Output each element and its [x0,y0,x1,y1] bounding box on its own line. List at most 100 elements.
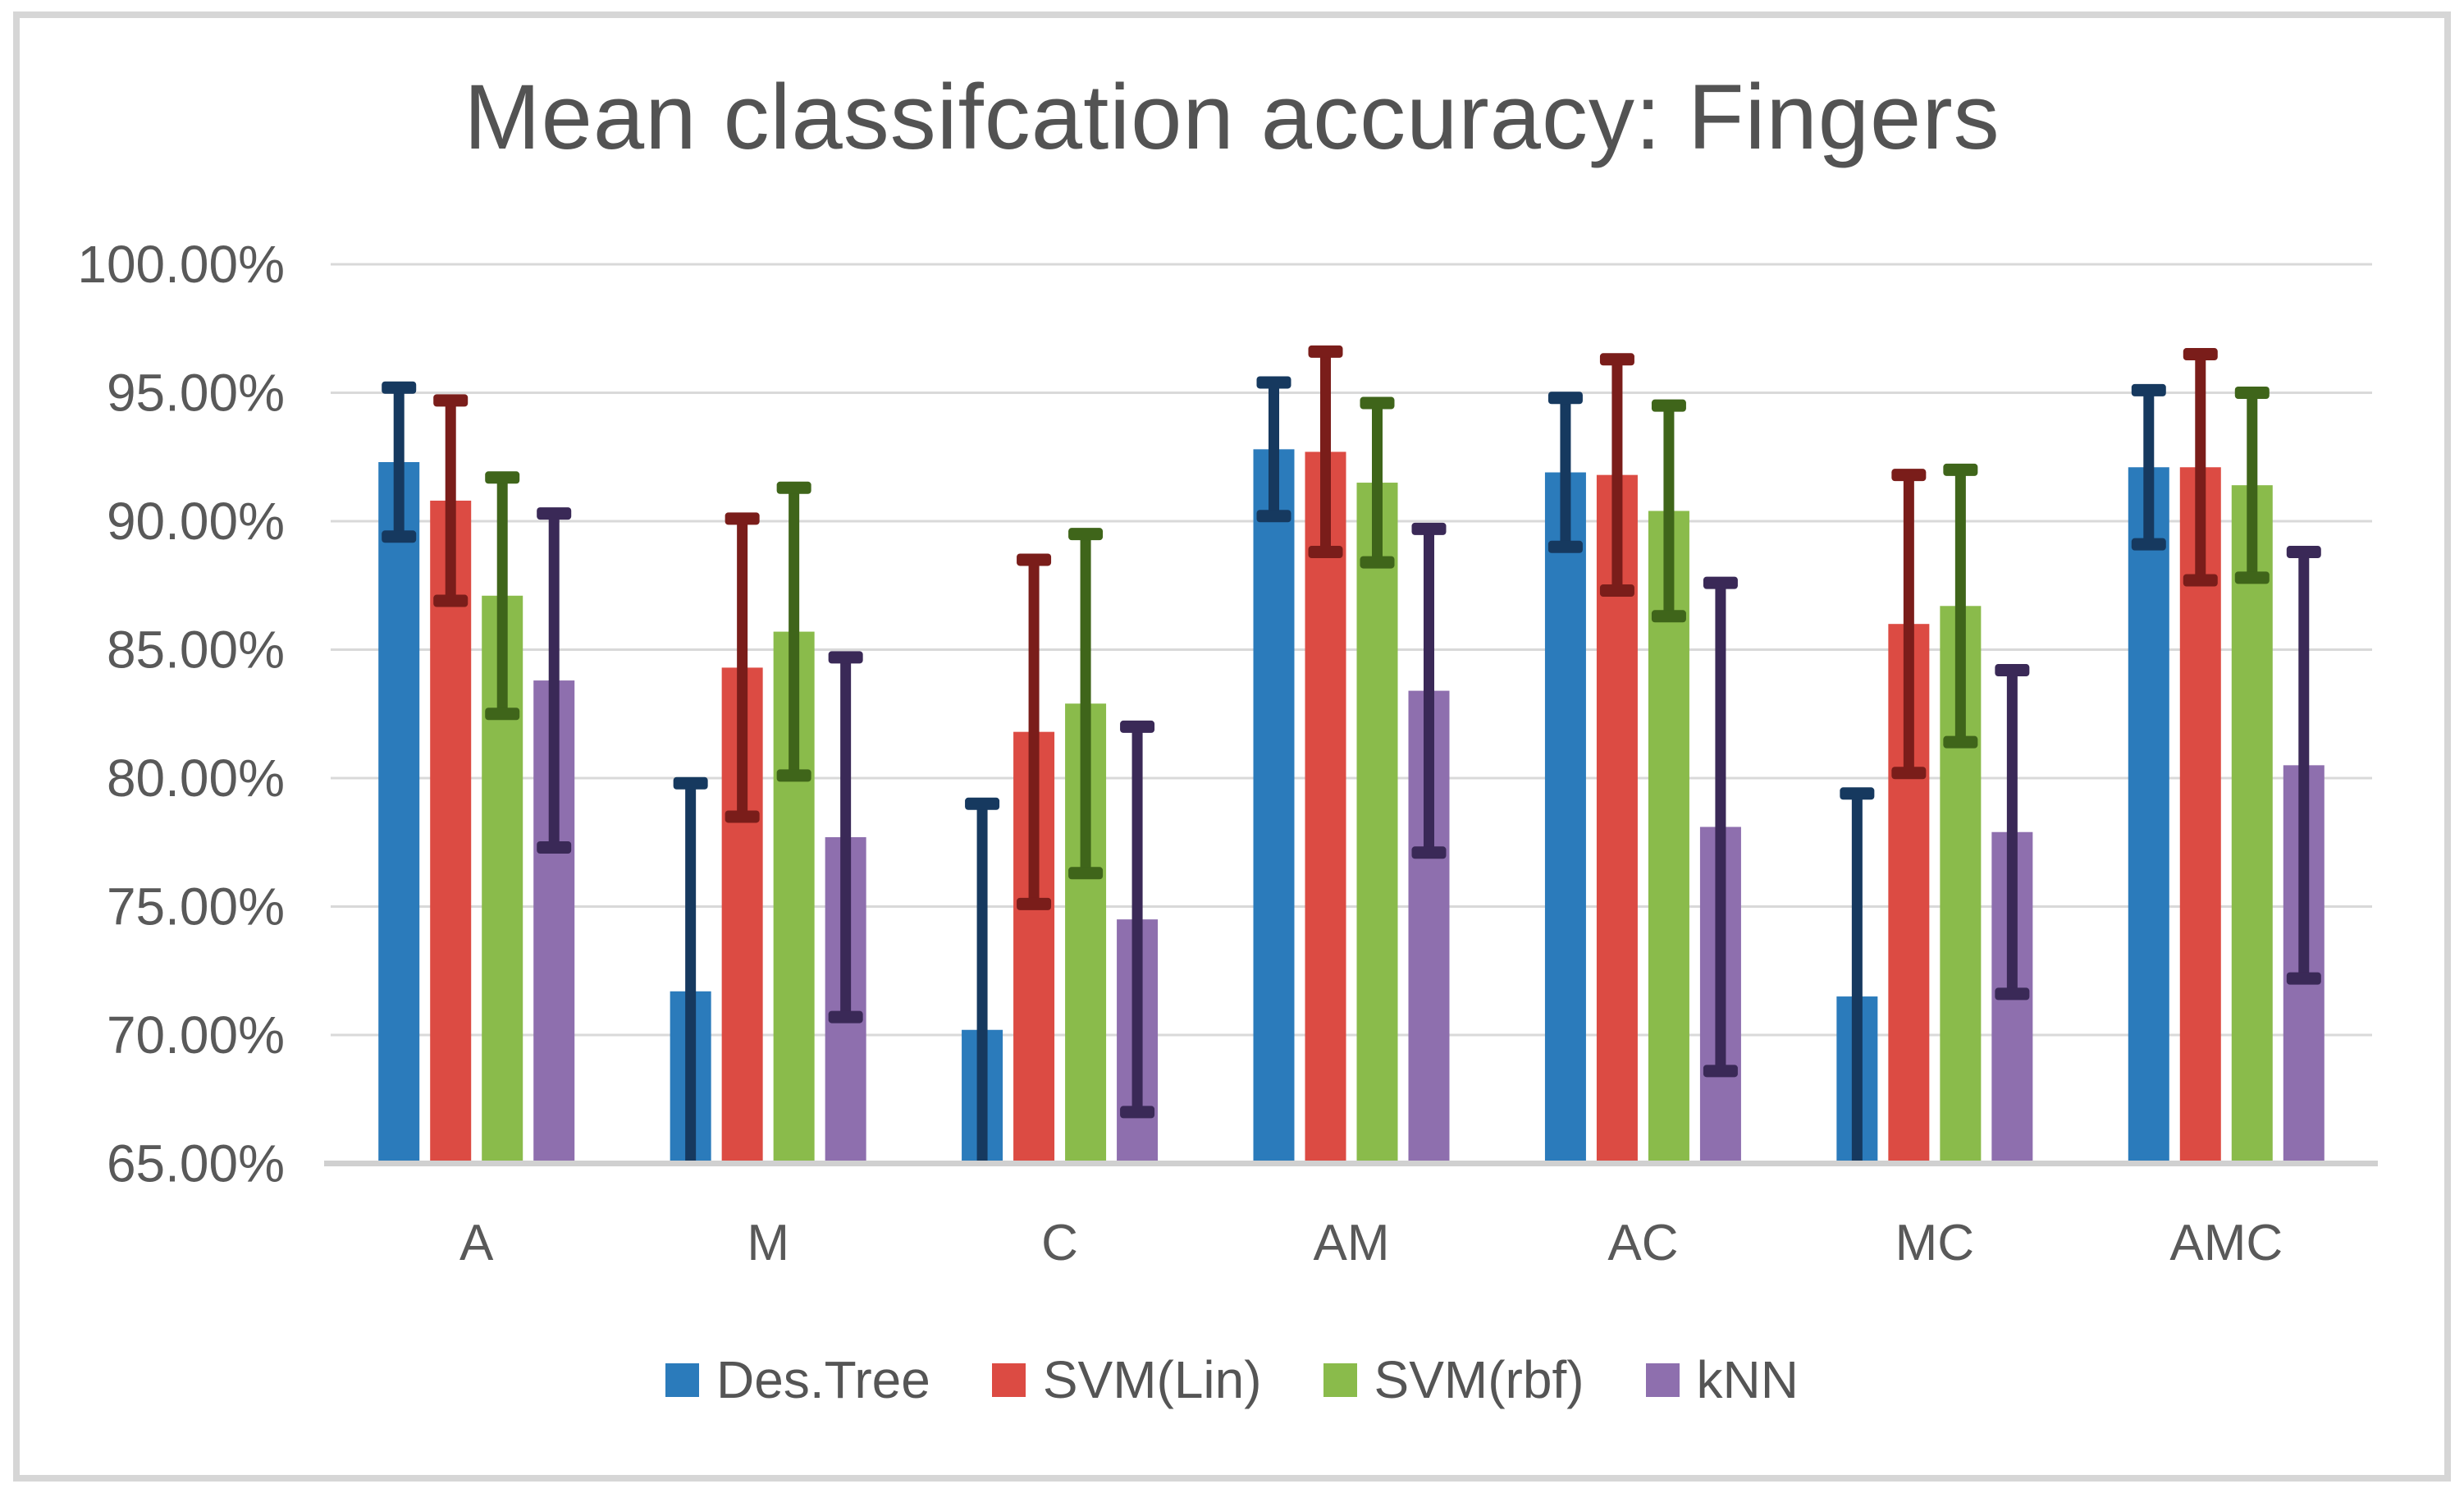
chart-title: Mean classifcation accuracy: Fingers [464,66,2000,168]
error-cap-bottom-kNN-C [1120,1106,1155,1119]
error-cap-bottom-SVM(Lin)-M [725,810,760,823]
y-tick-label: 70.00% [107,1005,285,1065]
error-cap-top-SVM(Lin)-AC [1599,353,1634,366]
legend-item-SVM(Lin): SVM(Lin) [991,1350,1262,1409]
error-cap-bottom-SVM(Lin)-AM [1308,546,1343,559]
error-cap-top-SVM(rbf)-C [1068,528,1104,541]
error-whisker-kNN-AMC [2298,552,2310,979]
error-whisker-kNN-C [1131,726,1143,1112]
x-category-label-A: A [459,1215,494,1271]
error-whisker-kNN-MC [2006,670,2018,994]
error-cap-bottom-SVM(Lin)-C [1017,897,1052,910]
gridline [331,520,2372,523]
error-cap-top-Des.Tree-AC [1547,392,1583,405]
x-category-label-AC: AC [1607,1215,1678,1271]
error-cap-top-SVM(Lin)-M [725,512,760,525]
error-cap-top-SVM(Lin)-MC [1891,469,1927,482]
y-tick-label: 100.00% [77,235,285,294]
error-cap-bottom-SVM(rbf)-M [776,769,811,782]
error-whisker-Des.Tree-A [393,387,405,537]
error-cap-top-SVM(Lin)-A [433,394,469,407]
error-whisker-SVM(rbf)-AM [1372,403,1383,563]
error-cap-bottom-Des.Tree-AM [1256,510,1291,523]
y-tick-label: 80.00% [107,749,285,808]
error-cap-top-SVM(rbf)-AM [1360,396,1395,410]
error-cap-top-kNN-AC [1703,576,1738,589]
error-whisker-Des.Tree-MC [1851,793,1863,1164]
error-cap-bottom-kNN-A [537,841,572,854]
error-cap-bottom-SVM(rbf)-AMC [2234,571,2270,584]
error-cap-bottom-kNN-AMC [2286,972,2321,985]
error-cap-bottom-kNN-AC [1703,1065,1738,1078]
error-cap-bottom-SVM(rbf)-A [485,708,520,721]
bar-Des.Tree-AC [1544,472,1586,1164]
error-cap-bottom-kNN-AM [1411,846,1447,859]
legend-label-kNN: kNN [1696,1350,1799,1409]
error-whisker-Des.Tree-C [976,804,988,1164]
error-cap-top-kNN-A [537,507,572,520]
error-cap-top-SVM(rbf)-AMC [2234,387,2270,399]
gridline [331,648,2372,651]
error-cap-bottom-SVM(rbf)-C [1068,867,1104,880]
legend-item-SVM(rbf): SVM(rbf) [1323,1353,1584,1406]
error-cap-top-SVM(rbf)-A [485,471,520,484]
error-cap-top-Des.Tree-AM [1256,376,1291,389]
legend-item-kNN: kNN [1645,1350,1799,1409]
error-cap-top-kNN-C [1120,720,1155,733]
bar-Des.Tree-A [378,462,420,1164]
x-category-label-M: M [747,1215,789,1271]
error-cap-top-SVM(rbf)-MC [1943,463,1978,476]
legend-swatch-SVM(rbf) [1323,1362,1357,1397]
error-cap-bottom-SVM(rbf)-AM [1360,556,1395,569]
error-cap-bottom-SVM(Lin)-AMC [2183,574,2218,587]
y-tick-label: 90.00% [107,492,285,551]
bar-Des.Tree-AMC [2128,467,2169,1164]
gridline [331,1033,2372,1037]
error-cap-top-Des.Tree-M [673,776,708,790]
legend-label-SVM(Lin): SVM(Lin) [1042,1350,1262,1409]
error-cap-bottom-kNN-M [828,1010,863,1024]
legend-label-SVM(rbf): SVM(rbf) [1374,1350,1584,1409]
error-cap-top-SVM(rbf)-AC [1651,399,1686,412]
error-cap-top-Des.Tree-A [382,381,417,394]
error-whisker-SVM(rbf)-MC [1954,469,1966,743]
bar-SVM(rbf)-AMC [2231,485,2273,1164]
y-tick-label: 75.00% [107,877,285,937]
gridline [331,776,2372,780]
error-cap-top-kNN-MC [1995,664,2030,677]
error-whisker-kNN-AM [1424,529,1434,853]
bar-SVM(Lin)-AM [1305,451,1346,1164]
legend-label-Des.Tree: Des.Tree [716,1350,930,1409]
error-whisker-SVM(Lin)-AMC [2195,354,2206,580]
error-cap-bottom-Des.Tree-A [382,530,417,543]
y-tick-label: 65.00% [107,1134,285,1193]
error-cap-top-SVM(Lin)-AMC [2183,348,2218,361]
error-whisker-SVM(Lin)-AC [1611,359,1623,591]
error-cap-top-SVM(Lin)-AM [1308,345,1343,358]
bar-Des.Tree-AM [1253,449,1295,1164]
error-cap-top-Des.Tree-MC [1840,787,1875,800]
legend-swatch-SVM(Lin) [991,1362,1026,1397]
error-cap-bottom-kNN-MC [1995,987,2030,1001]
error-cap-top-Des.Tree-AMC [2131,383,2166,396]
error-cap-top-kNN-AMC [2286,546,2321,559]
error-cap-bottom-SVM(Lin)-A [433,594,469,607]
error-whisker-kNN-AC [1715,583,1726,1071]
legend: Des.Tree SVM(Lin) SVM(rbf) kNN [0,1343,2464,1417]
error-whisker-SVM(rbf)-M [789,488,800,776]
gridline [331,392,2372,394]
error-cap-bottom-Des.Tree-AMC [2131,538,2166,551]
legend-swatch-kNN [1645,1362,1680,1397]
error-cap-top-SVM(rbf)-M [776,481,811,494]
error-cap-top-kNN-AM [1411,522,1447,535]
legend-item-Des.Tree: Des.Tree [665,1353,930,1406]
error-whisker-Des.Tree-AM [1269,382,1279,516]
error-cap-bottom-Des.Tree-AC [1547,540,1583,553]
error-cap-bottom-SVM(Lin)-AC [1599,584,1634,598]
error-whisker-SVM(Lin)-MC [1903,474,1914,773]
error-cap-top-SVM(Lin)-C [1017,553,1052,566]
x-category-label-AM: AM [1314,1215,1390,1271]
error-cap-top-Des.Tree-C [965,797,1000,810]
